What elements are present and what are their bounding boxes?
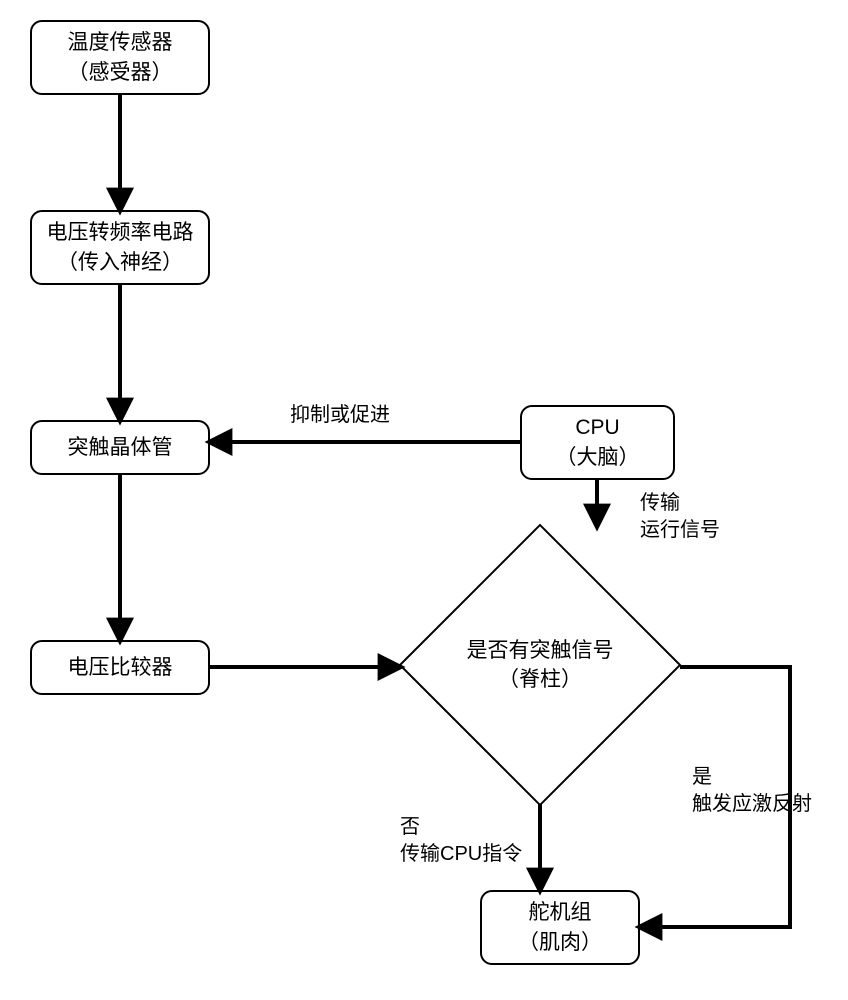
node-cpu-line2: （大脑） bbox=[556, 443, 640, 472]
node-cpu-line1: CPU bbox=[575, 413, 619, 442]
edge-label-no: 否 传输CPU指令 bbox=[400, 814, 522, 868]
node-synaptic: 突触晶体管 bbox=[30, 420, 210, 475]
node-comparator: 电压比较器 bbox=[30, 640, 210, 695]
decision-label: 是否有突触信号 （脊柱） bbox=[440, 565, 640, 765]
edge-label-run-signal: 传输 运行信号 bbox=[640, 490, 720, 544]
node-decision: 是否有突触信号 （脊柱） bbox=[440, 565, 640, 765]
node-sensor-line1: 温度传感器 bbox=[68, 28, 173, 57]
node-servo-line1: 舵机组 bbox=[529, 898, 592, 927]
node-synaptic-line1: 突触晶体管 bbox=[68, 433, 173, 462]
node-v2f: 电压转频率电路 （传入神经） bbox=[30, 210, 210, 285]
node-sensor-line2: （感受器） bbox=[68, 58, 173, 87]
node-comparator-line1: 电压比较器 bbox=[68, 653, 173, 682]
node-decision-line1: 是否有突触信号 bbox=[467, 636, 614, 665]
node-cpu: CPU （大脑） bbox=[520, 405, 675, 480]
edge-label-yes: 是 触发应激反射 bbox=[692, 764, 812, 818]
node-v2f-line1: 电压转频率电路 bbox=[47, 218, 194, 247]
node-v2f-line2: （传入神经） bbox=[57, 248, 183, 277]
node-sensor: 温度传感器 （感受器） bbox=[30, 20, 210, 95]
node-decision-line2: （脊柱） bbox=[498, 665, 582, 694]
node-servo-line2: （肌肉） bbox=[518, 928, 602, 957]
edge-label-inhibit: 抑制或促进 bbox=[290, 402, 390, 429]
node-servo: 舵机组 （肌肉） bbox=[480, 890, 640, 965]
